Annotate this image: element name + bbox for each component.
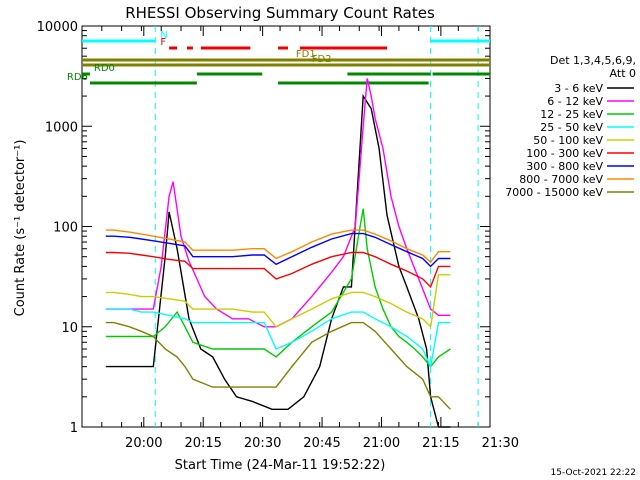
- y-tick-label: 1000: [45, 120, 78, 135]
- legend-label: 12 - 25 keV: [540, 108, 603, 121]
- x-tick-label: 21:15: [422, 436, 459, 451]
- x-tick-label: 21:00: [363, 436, 400, 451]
- series-line: [105, 93, 451, 428]
- x-tick-label: 20:45: [303, 436, 340, 451]
- legend-label: 300 - 800 keV: [526, 160, 603, 173]
- legend-header: Det 1,3,4,5,6,9,: [550, 54, 636, 67]
- x-tick-label: 20:00: [125, 436, 162, 451]
- y-tick-label: 10000: [37, 20, 78, 35]
- legend-label: 800 - 7000 keV: [519, 173, 603, 186]
- series-line: [105, 274, 451, 329]
- legend-header: Att 0: [610, 67, 636, 80]
- plot-area: 1 10 100 1000 10000 20:00 20:15 20:30 20:45 21:00…: [37, 20, 519, 451]
- flag-label-f: F: [160, 37, 166, 48]
- series-line: [105, 229, 451, 264]
- flag-label-n: N: [160, 30, 167, 41]
- series-line: [105, 232, 451, 268]
- flag-label-rd0: RD0: [94, 63, 115, 74]
- series-line: [105, 251, 451, 289]
- date-stamp: 15-Oct-2021 22:22: [551, 468, 636, 478]
- flag-label-rd6: RD6: [67, 72, 88, 83]
- legend-label: 3 - 6 keV: [554, 82, 603, 95]
- flag-label-fd1: FD1: [296, 49, 316, 60]
- chart-title: RHESSI Observing Summary Count Rates: [125, 4, 435, 22]
- series-line: [105, 308, 451, 369]
- y-tick-label: 1: [70, 421, 78, 436]
- x-tick-label: 21:30: [482, 436, 519, 451]
- legend-label: 100 - 300 keV: [526, 147, 603, 160]
- x-tick-label: 20:30: [244, 436, 281, 451]
- x-axis-title: Start Time (24-Mar-11 19:52:22): [175, 458, 386, 473]
- y-axis-title: Count Rate (s⁻¹ detector⁻¹): [13, 140, 28, 317]
- legend-label: 7000 - 15000 keV: [505, 186, 603, 199]
- legend-label: 50 - 100 keV: [533, 134, 603, 147]
- legend-label: 6 - 12 keV: [547, 95, 603, 108]
- series-line: [105, 321, 451, 410]
- series-line: [105, 78, 451, 328]
- y-tick-label: 10: [61, 321, 78, 336]
- flag-label-fd2: FD2: [312, 54, 332, 65]
- legend-label: 25 - 50 keV: [540, 121, 603, 134]
- series-line: [105, 208, 451, 368]
- x-tick-label: 20:15: [184, 436, 221, 451]
- y-tick-label: 100: [53, 221, 78, 236]
